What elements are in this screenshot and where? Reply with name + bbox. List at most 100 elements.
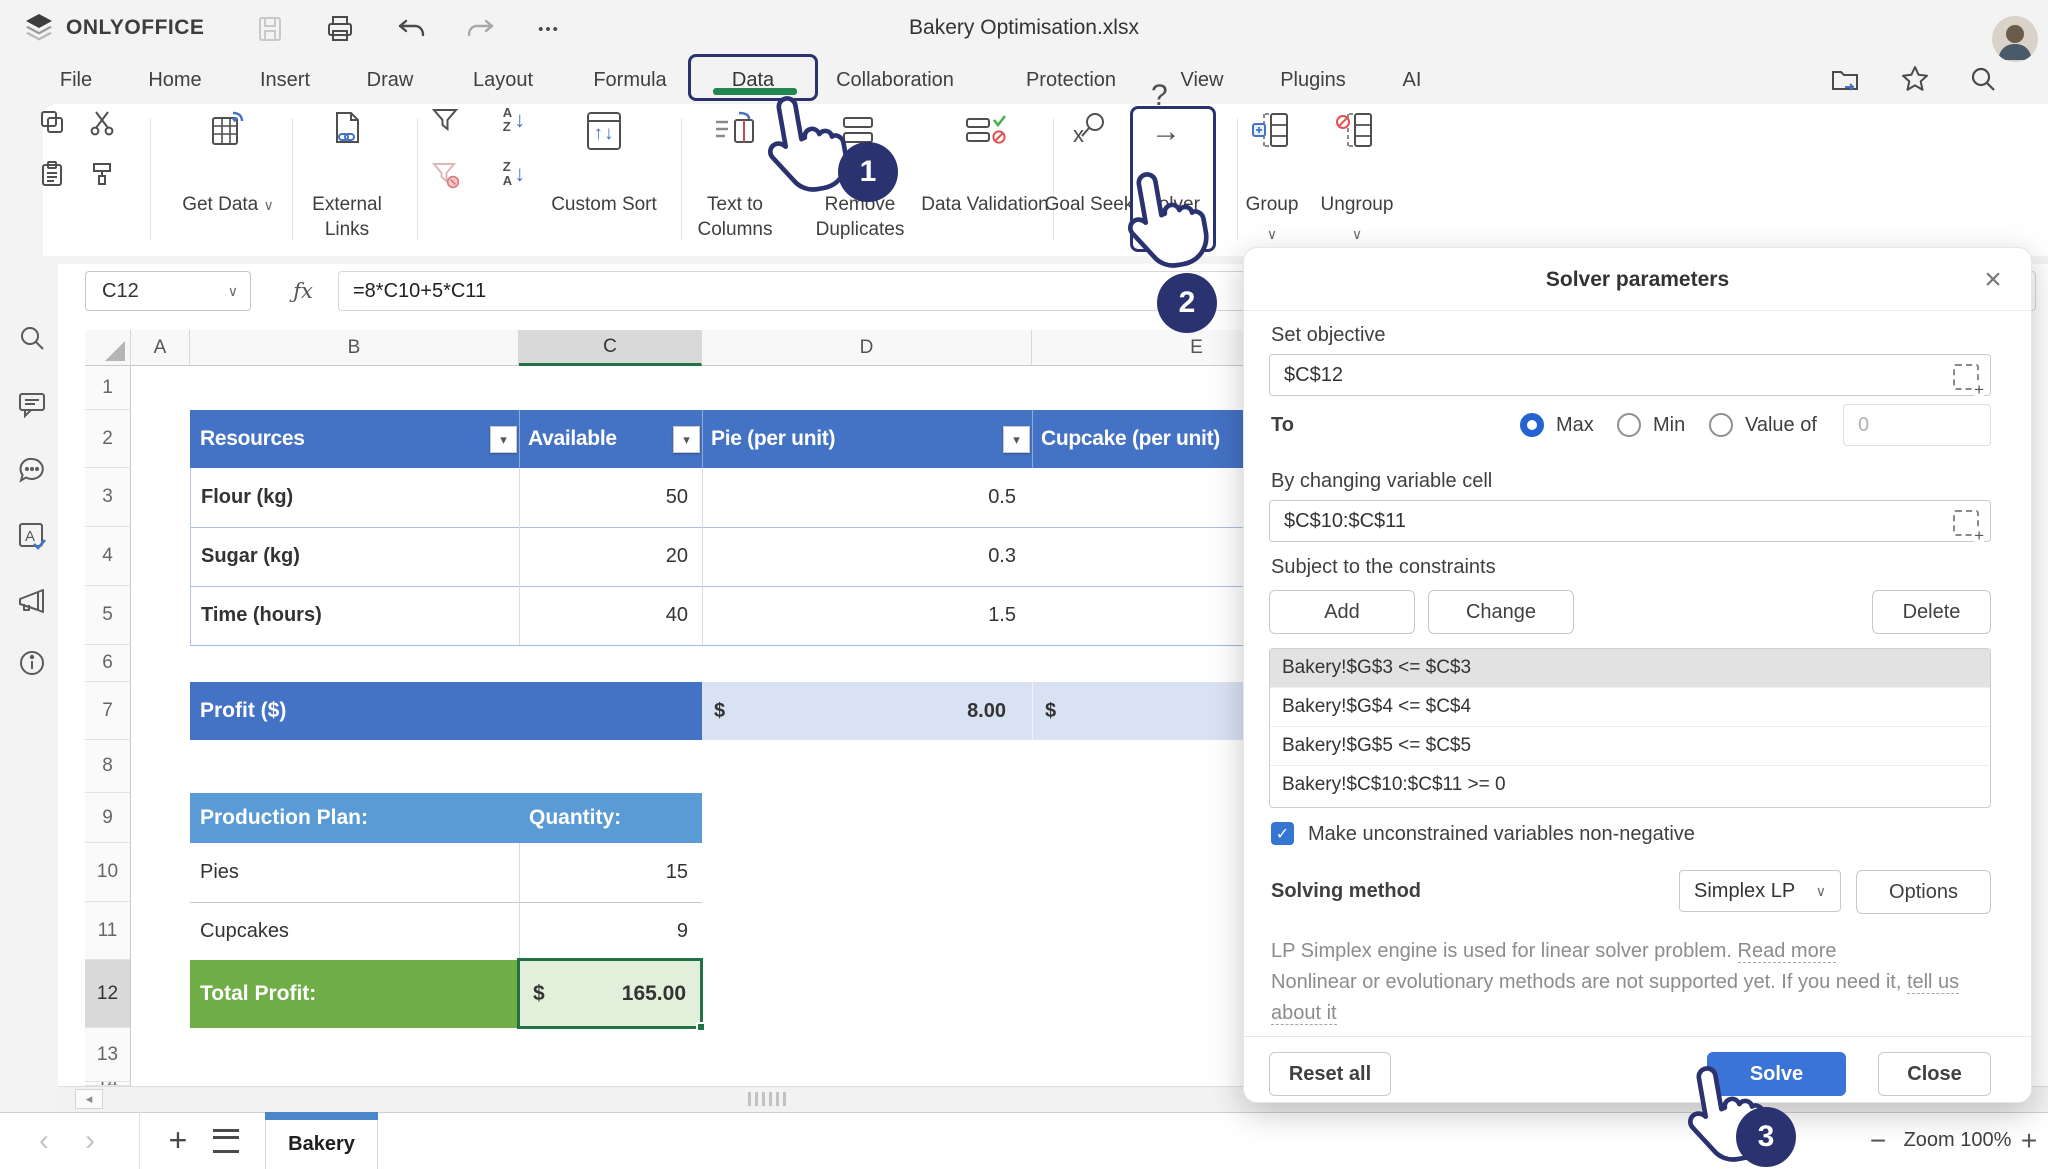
name-box-chevron-icon[interactable]: ∨ [227,282,238,299]
cell-b5[interactable]: Time (hours) [190,586,519,645]
cell-c10[interactable]: 15 [519,843,702,902]
radio-max-label[interactable]: Max [1556,414,1594,436]
cell-c12-total-value[interactable]: $ 165.00 [519,960,702,1028]
get-data-button[interactable]: Get Data ∨ [182,194,274,215]
goal-seek-button[interactable]: Goal Seek [1044,194,1134,215]
external-links-button[interactable]: External Links [312,194,382,240]
sidebar-feedback-icon[interactable] [14,584,50,620]
solving-method-select[interactable]: Simplex LP ∨ [1679,870,1841,912]
sidebar-comments-icon[interactable] [14,386,50,422]
radio-max[interactable] [1520,413,1544,437]
radio-min[interactable] [1617,413,1641,437]
cell-c9-quantity-header[interactable]: Quantity: [519,793,702,843]
copy-button[interactable] [36,106,68,138]
close-button[interactable]: Close [1878,1052,1991,1096]
cell-b12-total-label[interactable]: Total Profit: [190,960,519,1028]
tab-file[interactable]: File [59,69,93,91]
cell-c4[interactable]: 20 [519,527,702,586]
filter-dropdown-button[interactable]: ▾ [490,426,517,453]
row-header-9[interactable]: 9 [85,793,131,843]
format-painter-button[interactable] [86,158,118,190]
cut-button[interactable] [86,106,118,138]
non-negative-label[interactable]: Make unconstrained variables non-negativ… [1308,823,1695,845]
undo-button[interactable] [395,12,429,46]
clear-filter-button[interactable] [429,158,461,190]
sidebar-about-icon[interactable] [14,645,50,681]
tab-plugins[interactable]: Plugins [1280,69,1346,91]
reset-all-button[interactable]: Reset all [1269,1052,1391,1096]
name-box[interactable]: C12 ∨ [85,271,251,311]
sidebar-search-icon[interactable] [14,320,50,356]
save-button[interactable] [253,12,287,46]
delete-constraint-button[interactable]: Delete [1872,590,1991,634]
tab-collaboration[interactable]: Collaboration [836,69,954,91]
tab-draw[interactable]: Draw [366,69,414,91]
cell-c11[interactable]: 9 [519,902,702,960]
cell-d4[interactable]: 0.3 [702,527,1032,586]
cell-b9-production-header[interactable]: Production Plan: [190,793,519,843]
cell-b7-profit-label[interactable]: Profit ($) [190,682,702,740]
redo-button[interactable] [463,12,497,46]
solve-button[interactable]: Solve [1707,1052,1846,1096]
sheet-list-button[interactable] [204,1112,248,1169]
select-all-corner[interactable] [85,330,131,366]
sheet-nav-prev-button[interactable]: ‹ [26,1112,62,1169]
data-validation-button[interactable]: Data Validation [921,194,1049,215]
objective-input[interactable]: $C$12 [1269,354,1991,397]
add-constraint-button[interactable]: Add [1269,590,1415,634]
radio-value-of-label[interactable]: Value of [1745,414,1817,436]
row-header-2[interactable]: 2 [85,410,131,468]
read-more-link[interactable]: Read more [1737,940,1837,963]
tell-us-link[interactable]: tell us about it [1271,971,1960,1025]
tab-insert[interactable]: Insert [259,69,311,91]
favorites-star-button[interactable] [1898,62,1932,96]
row-header-10[interactable]: 10 [85,843,131,902]
row-header-8[interactable]: 8 [85,740,131,793]
constraint-row[interactable]: Bakery!$C$10:$C$11 >= 0 [1270,765,1990,804]
row-header-12[interactable]: 12 [85,960,131,1028]
tab-view[interactable]: View [1180,69,1224,91]
constraint-row-selected[interactable]: Bakery!$G$3 <= $C$3 [1270,649,1990,687]
text-to-columns-button[interactable]: Text to Columns [697,194,773,240]
cell-c2-available-header[interactable]: Available [519,410,702,468]
cell-d7-profit-value[interactable]: $ 8.00 [702,682,1032,740]
options-button[interactable]: Options [1856,870,1991,914]
tab-data[interactable]: Data [731,69,775,91]
radio-min-label[interactable]: Min [1653,414,1686,436]
row-header-1[interactable]: 1 [85,366,131,410]
paste-button[interactable] [36,158,68,190]
row-header-13[interactable]: 13 [85,1028,131,1082]
sheet-nav-next-button[interactable]: › [72,1112,108,1169]
filter-dropdown-button[interactable]: ▾ [673,426,700,453]
row-header-5[interactable]: 5 [85,586,131,645]
search-button[interactable] [1966,62,2000,96]
fill-handle[interactable] [696,1022,706,1032]
row-header-7[interactable]: 7 [85,682,131,740]
cell-c5[interactable]: 40 [519,586,702,645]
more-button[interactable]: ••• [532,12,566,46]
open-file-location-button[interactable] [1828,62,1862,96]
row-header-3[interactable]: 3 [85,468,131,527]
cell-d2-pie-header[interactable]: Pie (per unit) [702,410,1032,468]
ungroup-button[interactable]: Ungroup [1320,194,1394,215]
tab-protection[interactable]: Protection [1025,69,1117,91]
cell-d5[interactable]: 1.5 [702,586,1032,645]
filter-button[interactable] [429,104,461,136]
range-select-icon[interactable] [1953,510,1984,543]
row-header-4[interactable]: 4 [85,527,131,586]
dialog-close-button[interactable]: × [1973,260,2013,300]
zoom-in-button[interactable]: + [2010,1112,2048,1169]
non-negative-checkbox[interactable]: ✓ [1271,822,1294,845]
add-sheet-button[interactable]: + [158,1112,198,1169]
tab-home[interactable]: Home [148,69,202,91]
constraint-row[interactable]: Bakery!$G$4 <= $C$4 [1270,687,1990,726]
cell-b11[interactable]: Cupcakes [200,919,289,942]
variable-cell-input[interactable]: $C$10:$C$11 [1269,500,1991,543]
cell-b2-resources-header[interactable]: Resources [190,410,519,468]
row-header-14[interactable]: 14 [85,1082,131,1086]
range-select-icon[interactable] [1953,364,1984,397]
constraint-row[interactable]: Bakery!$G$5 <= $C$5 [1270,726,1990,765]
ungroup-chevron-icon[interactable]: ∨ [1351,225,1363,242]
column-header-b[interactable]: B [190,330,519,366]
